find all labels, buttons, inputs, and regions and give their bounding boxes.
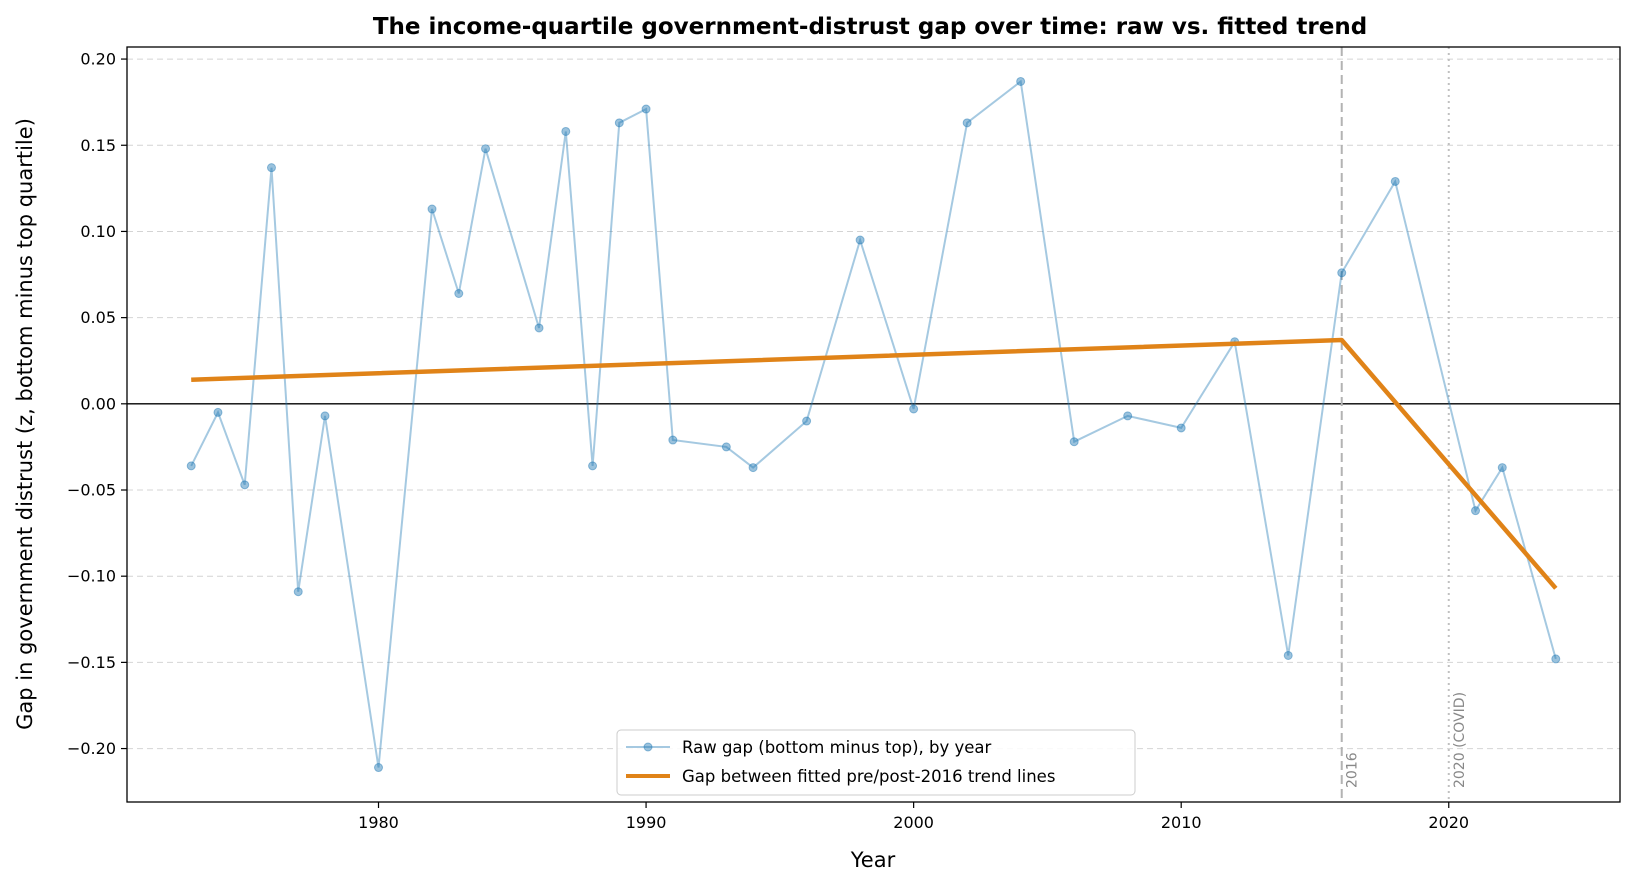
y-axis-ticks: −0.20 −0.15 −0.10 −0.05 0.00 0.05 0.10 0.15 0.20 [67, 50, 127, 758]
raw-gap-point [454, 288, 464, 298]
raw-gap-point [293, 587, 303, 597]
fitted-trend-gap-line [191, 337, 1558, 590]
raw-gap-point [802, 416, 812, 426]
chart-title: The income-quartile government-distrust … [373, 14, 1367, 40]
legend: Raw gap (bottom minus top), by year Gap … [616, 729, 1136, 796]
reference-line-label-2020: 2020 (COVID) [1452, 692, 1468, 788]
raw-gap-point [1497, 463, 1507, 473]
raw-gap-point [561, 126, 571, 136]
reference-lines: 2016 2020 (COVID) [127, 47, 1620, 802]
raw-gap-point [534, 323, 544, 333]
raw-gap-point [320, 411, 330, 421]
raw-gap-point [186, 461, 196, 471]
x-tick-label: 1990 [626, 813, 667, 832]
raw-gap-point [1551, 654, 1561, 664]
raw-gap-point [1471, 506, 1481, 516]
plot-frame [126, 46, 1621, 803]
x-tick-label: 2010 [1161, 813, 1202, 832]
x-tick-label: 2020 [1428, 813, 1469, 832]
y-tick-label: −0.15 [67, 653, 116, 672]
raw-gap-point [748, 463, 758, 473]
raw-gap-point [641, 104, 651, 114]
y-axis-label: Gap in government distrust (z, bottom mi… [13, 118, 37, 730]
x-tick-label: 1980 [358, 813, 399, 832]
legend-swatch-raw-marker [643, 742, 653, 752]
y-tick-label: 0.15 [80, 136, 116, 155]
y-tick-label: −0.10 [67, 567, 116, 586]
raw-gap-point [1123, 411, 1133, 421]
y-tick-label: 0.00 [80, 394, 116, 413]
series-layer [186, 76, 1561, 773]
grid-lines [127, 58, 1620, 750]
raw-gap-point [481, 144, 491, 154]
raw-gap-point [668, 435, 678, 445]
raw-gap-point [855, 235, 865, 245]
reference-line-label-2016: 2016 [1345, 752, 1361, 788]
raw-gap-point [721, 442, 731, 452]
raw-gap-point [374, 763, 384, 773]
x-axis-label: Year [850, 848, 896, 872]
raw-gap-series-line [190, 79, 1557, 768]
raw-gap-point [266, 163, 276, 173]
raw-gap-point [427, 204, 437, 214]
raw-gap-point [1069, 437, 1079, 447]
legend-box [616, 729, 1136, 796]
legend-label-raw: Raw gap (bottom minus top), by year [682, 738, 992, 757]
y-tick-label: −0.05 [67, 481, 116, 500]
legend-label-fitted: Gap between fitted pre/post-2016 trend l… [682, 767, 1055, 786]
raw-gap-point [1390, 176, 1400, 186]
x-axis-ticks: 1980 1990 2000 2010 2020 [358, 802, 1469, 832]
raw-gap-point [962, 118, 972, 128]
x-tick-label: 2000 [893, 813, 934, 832]
y-tick-label: 0.05 [80, 308, 116, 327]
y-tick-label: −0.20 [67, 739, 116, 758]
raw-gap-point [1283, 650, 1293, 660]
raw-gap-point [588, 461, 598, 471]
raw-gap-point [1176, 423, 1186, 433]
raw-gap-point [909, 404, 919, 414]
y-tick-label: 0.10 [80, 222, 116, 241]
raw-gap-point [1337, 268, 1347, 278]
raw-gap-point [614, 118, 624, 128]
raw-gap-point [1016, 76, 1026, 86]
y-tick-label: 0.20 [80, 50, 116, 69]
raw-gap-point [213, 407, 223, 417]
raw-gap-point [240, 480, 250, 490]
